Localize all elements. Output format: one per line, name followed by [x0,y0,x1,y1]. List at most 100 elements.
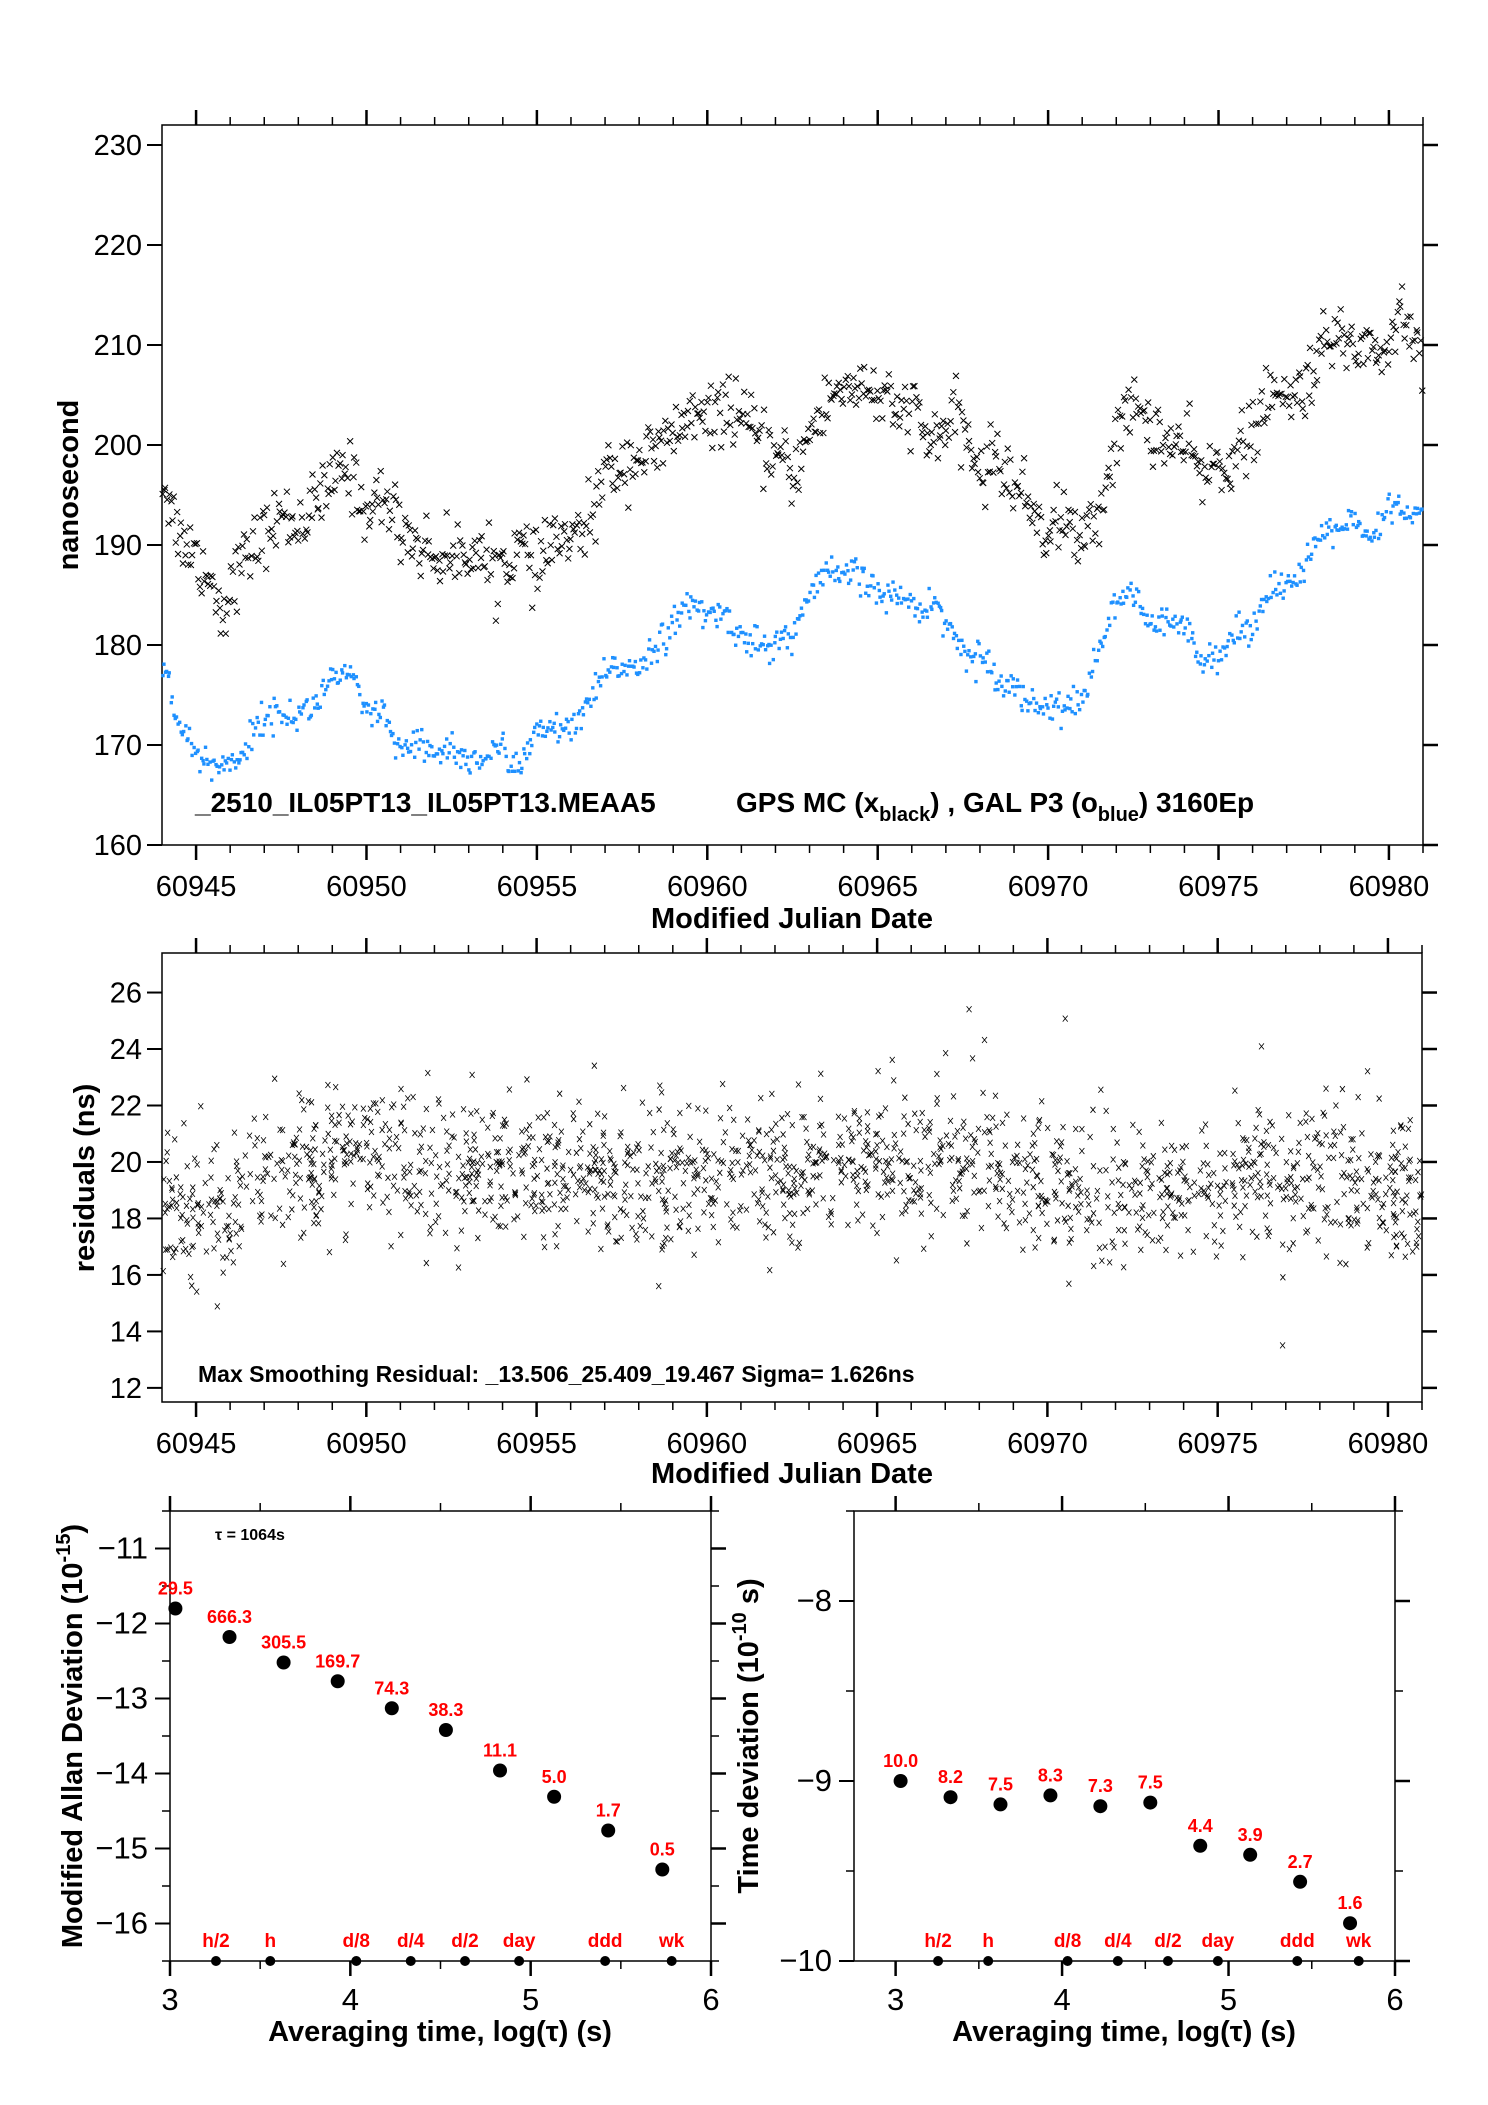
gal-p3-point [397,737,401,741]
residual-point [386,1208,392,1216]
residual-point [949,1181,956,1189]
residual-point [1168,1190,1175,1197]
gps-mc-point [760,485,767,493]
gal-p3-point [882,592,886,596]
residual-point [1343,1174,1350,1181]
gps-mc-point [536,574,543,582]
gps-mc-point [1355,350,1362,358]
residual-point [897,1179,904,1187]
gal-p3-point [1316,538,1321,542]
gal-p3-point [855,566,859,570]
residual-point [1233,1213,1239,1220]
gal-p3-point [690,598,695,603]
residual-point [1140,1202,1146,1209]
gps-mc-point [1019,468,1026,476]
residual-point [386,1126,393,1134]
residual-point [235,1201,242,1208]
gal-p3-point [656,648,660,652]
residual-point [364,1185,371,1193]
gps-mc-point [1388,318,1396,326]
gal-p3-point [822,568,826,572]
tdev-plot-point [1343,1916,1358,1931]
gps-mc-point [921,423,929,430]
residual-point [1214,1182,1221,1190]
top-annotation-legend: GPS MC (xblack) , GAL P3 (oblue) 3160Ep [736,787,1254,826]
gps-mc-point [1083,512,1091,519]
gal-p3-point [1125,595,1129,600]
residual-point [1353,1168,1360,1175]
gal-p3-point [1119,602,1123,606]
gal-p3-point [849,559,854,563]
gal-p3-point [566,719,570,724]
residual-point [905,1120,911,1128]
gal-p3-point [1218,649,1222,653]
residual-point [309,1181,316,1188]
residual-point [1213,1253,1220,1260]
gps-mc-point [464,570,471,578]
gal-p3-point [602,657,606,661]
residual-point [696,1138,703,1146]
gps-mc-point [1107,445,1115,453]
residual-point [1236,1223,1243,1231]
gps-mc-point [1127,394,1135,401]
gps-mc-point [1377,344,1384,352]
residual-point [1126,1209,1132,1216]
residual-point [993,1185,999,1193]
residual-point [685,1102,692,1110]
residual-point [1084,1187,1090,1194]
gps-mc-point [350,473,357,481]
gps-mc-point [1197,456,1205,464]
residual-point [879,1213,886,1221]
gal-p3-point [609,665,614,669]
gal-p3-point [421,740,426,744]
gal-p3-point [1196,660,1200,664]
residual-point [917,1194,924,1201]
gps-mc-point [585,475,592,483]
residual-point [1136,1128,1142,1136]
gps-mc-point [394,533,401,541]
residual-point [473,1169,480,1177]
residual-point [936,1152,942,1160]
gps-mc-point [1106,473,1114,481]
residual-point [408,1202,414,1209]
gps-mc-point [1413,326,1421,334]
residual-point [247,1170,254,1178]
residual-point [1402,1164,1408,1172]
residual-point [934,1094,941,1102]
gps-mc-point [965,437,973,445]
residual-point [730,1209,736,1216]
gps-mc-point [260,511,268,519]
residual-point [1051,1238,1057,1245]
residual-point [374,1108,381,1116]
residual-point [504,1197,510,1204]
residual-point [678,1147,684,1154]
gal-p3-point [1089,675,1094,679]
residual-point [649,1180,655,1187]
residual-point [719,1080,726,1088]
gal-p3-point [199,756,204,760]
residual-point [1315,1237,1322,1244]
gps-mc-point [1140,407,1148,414]
gal-p3-point [427,753,431,758]
residual-point [735,1159,741,1166]
gal-p3-point [771,657,776,662]
gps-mc-point [238,569,245,577]
residual-point [443,1128,450,1135]
gps-mc-point [637,459,645,467]
gps-mc-point [1215,463,1222,471]
residual-point [1185,1226,1191,1234]
gps-mc-point [336,460,344,467]
gps-mc-point [520,532,527,539]
residual-point [901,1187,907,1195]
residual-point [729,1222,736,1230]
gps-mc-point [758,421,765,429]
residual-point [231,1129,238,1136]
gal-p3-point [1304,558,1309,562]
gal-p3-point [409,743,414,747]
gps-mc-point [838,395,845,403]
residual-point [1164,1190,1170,1198]
gps-mc-point [711,398,719,406]
residual-point [1217,1212,1224,1219]
residual-point [1171,1146,1178,1154]
residual-point [879,1137,886,1145]
